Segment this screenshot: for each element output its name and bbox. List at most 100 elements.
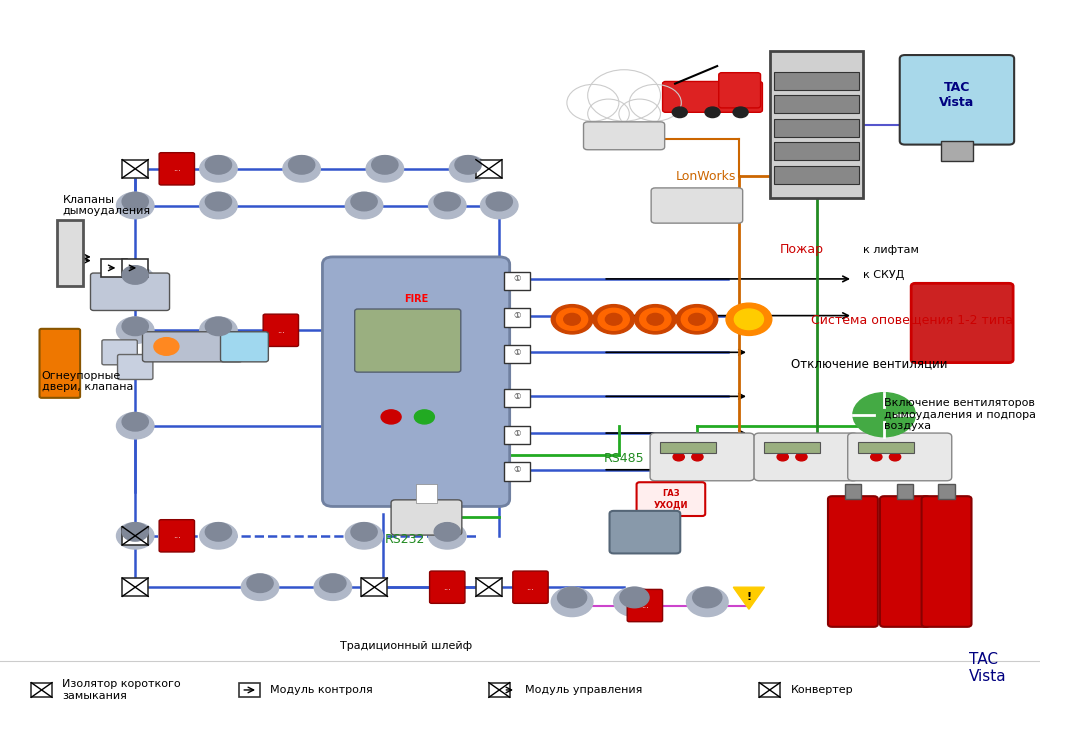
Text: Модуль контроля: Модуль контроля bbox=[270, 685, 373, 695]
Bar bbox=[759, 683, 780, 697]
Circle shape bbox=[122, 266, 148, 284]
Circle shape bbox=[853, 393, 915, 437]
Circle shape bbox=[116, 413, 154, 439]
Circle shape bbox=[122, 523, 148, 541]
Bar bbox=[489, 683, 509, 697]
Bar bbox=[239, 683, 260, 697]
Circle shape bbox=[870, 453, 882, 461]
Circle shape bbox=[687, 587, 728, 617]
Text: Огнеупорные
двери, клапана: Огнеупорные двери, клапана bbox=[42, 371, 134, 393]
Bar bbox=[476, 160, 502, 178]
Bar bbox=[504, 308, 531, 327]
Bar bbox=[476, 578, 502, 596]
Circle shape bbox=[241, 574, 279, 600]
Text: Отключение вентиляции: Отключение вентиляции bbox=[790, 357, 947, 370]
Circle shape bbox=[557, 587, 586, 608]
Circle shape bbox=[587, 99, 629, 128]
Circle shape bbox=[200, 317, 237, 344]
Bar bbox=[504, 345, 531, 363]
Text: ①: ① bbox=[514, 429, 521, 437]
Text: к СКУД: к СКУД bbox=[863, 270, 905, 280]
Circle shape bbox=[116, 523, 154, 549]
Circle shape bbox=[618, 99, 660, 128]
FancyBboxPatch shape bbox=[263, 314, 299, 346]
Circle shape bbox=[486, 192, 513, 211]
FancyBboxPatch shape bbox=[391, 500, 461, 535]
Text: ①: ① bbox=[514, 392, 521, 401]
Bar bbox=[897, 484, 913, 499]
Circle shape bbox=[116, 317, 154, 344]
Text: ...: ... bbox=[173, 164, 180, 173]
FancyBboxPatch shape bbox=[40, 329, 80, 398]
Bar bbox=[660, 442, 717, 453]
FancyBboxPatch shape bbox=[159, 520, 194, 552]
Circle shape bbox=[481, 192, 518, 219]
Circle shape bbox=[381, 410, 402, 424]
Circle shape bbox=[200, 523, 237, 549]
Circle shape bbox=[676, 305, 718, 334]
Circle shape bbox=[288, 156, 315, 174]
FancyBboxPatch shape bbox=[754, 433, 858, 481]
Circle shape bbox=[450, 156, 487, 182]
Circle shape bbox=[116, 192, 154, 219]
Circle shape bbox=[122, 413, 148, 431]
Circle shape bbox=[593, 305, 634, 334]
Circle shape bbox=[778, 453, 788, 461]
Text: FIRE: FIRE bbox=[404, 294, 428, 305]
FancyBboxPatch shape bbox=[355, 309, 460, 372]
Bar bbox=[504, 426, 531, 444]
Bar bbox=[774, 166, 859, 184]
Circle shape bbox=[435, 192, 460, 211]
Circle shape bbox=[200, 156, 237, 182]
Circle shape bbox=[673, 453, 685, 461]
Circle shape bbox=[890, 453, 900, 461]
Circle shape bbox=[735, 309, 764, 330]
Circle shape bbox=[598, 308, 629, 330]
Circle shape bbox=[366, 156, 404, 182]
Text: ...: ... bbox=[277, 326, 285, 335]
Circle shape bbox=[567, 84, 618, 121]
FancyBboxPatch shape bbox=[922, 496, 972, 627]
Circle shape bbox=[629, 84, 681, 121]
Text: ...: ... bbox=[443, 583, 451, 592]
Circle shape bbox=[796, 453, 807, 461]
Circle shape bbox=[205, 156, 232, 174]
Text: ①: ① bbox=[514, 311, 521, 320]
Circle shape bbox=[455, 156, 482, 174]
Circle shape bbox=[345, 192, 382, 219]
Bar bbox=[774, 119, 859, 137]
Bar bbox=[122, 258, 148, 277]
FancyBboxPatch shape bbox=[719, 73, 760, 108]
Circle shape bbox=[351, 523, 377, 541]
Bar bbox=[858, 442, 914, 453]
Text: Конвертер: Конвертер bbox=[790, 685, 853, 695]
FancyBboxPatch shape bbox=[91, 273, 170, 310]
Polygon shape bbox=[734, 587, 765, 609]
Bar bbox=[845, 484, 861, 499]
Text: Модуль управления: Модуль управления bbox=[525, 685, 643, 695]
Text: ...: ... bbox=[527, 583, 534, 592]
Text: Клапаны
дымоудаления: Клапаны дымоудаления bbox=[62, 195, 151, 217]
Circle shape bbox=[428, 192, 466, 219]
Text: Изолятор короткого
замыкания: Изолятор короткого замыкания bbox=[62, 679, 182, 701]
FancyBboxPatch shape bbox=[828, 496, 878, 627]
Circle shape bbox=[154, 338, 179, 355]
Circle shape bbox=[372, 156, 398, 174]
FancyBboxPatch shape bbox=[650, 433, 754, 481]
Bar bbox=[101, 258, 127, 277]
FancyBboxPatch shape bbox=[662, 81, 763, 112]
Circle shape bbox=[351, 192, 377, 211]
Circle shape bbox=[205, 523, 232, 541]
Circle shape bbox=[689, 313, 705, 325]
Bar bbox=[58, 220, 83, 286]
Circle shape bbox=[587, 70, 660, 121]
Circle shape bbox=[205, 192, 232, 211]
Circle shape bbox=[606, 313, 622, 325]
Circle shape bbox=[551, 587, 593, 617]
Bar bbox=[504, 389, 531, 407]
FancyBboxPatch shape bbox=[142, 332, 242, 362]
Bar bbox=[774, 142, 859, 160]
Circle shape bbox=[647, 313, 663, 325]
FancyBboxPatch shape bbox=[610, 511, 680, 553]
Text: Традиционный шлейф: Традиционный шлейф bbox=[340, 641, 472, 651]
